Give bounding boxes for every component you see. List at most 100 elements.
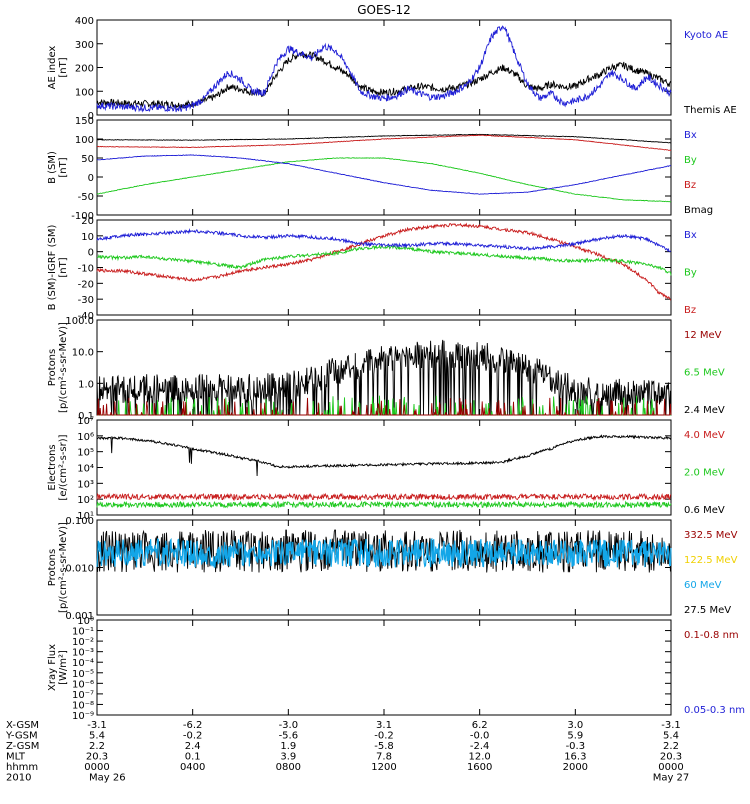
y-axis-label-line: [nT] [58, 57, 69, 77]
panel-frame [96, 219, 672, 316]
y-tick-label: 50 [81, 154, 94, 165]
y-axis-label-line: B (SM)-IGRF (SM) [47, 225, 58, 311]
x-row-value: -3.1 [661, 720, 681, 731]
x-row-value: 2.2 [89, 741, 105, 752]
series-line-bz [96, 222, 671, 301]
panel-frame [96, 619, 672, 716]
legend-entry: 4.0 MeV [684, 430, 725, 441]
series-line-themis-ae [96, 51, 672, 111]
y-axis-label-line: [W/m²] [58, 650, 69, 685]
y-tick-label: 150 [75, 116, 94, 127]
x-row-value: 0400 [180, 762, 205, 773]
panel-2: -100 -50 0 50 100 150 B (SM)[nT] Bx By Bz Bmag [47, 116, 713, 222]
y-tick-label: -30 [78, 295, 94, 306]
x-row-label: hhmm [6, 762, 38, 773]
x-axis-table: X-GSM -3.1 -6.2 -3.0 3.1 6.2 3.0 -3.1 Y-GSM 5.4 -0… [5, 720, 689, 784]
x-row-value: 6.2 [472, 720, 488, 731]
panel-frame [96, 119, 672, 216]
x-row-value: 1600 [467, 762, 492, 773]
y-tick-label: 0.001 [65, 611, 94, 622]
x-row-label: Z-GSM [6, 741, 39, 752]
legend-entry: Bx [684, 130, 697, 141]
y-tick-label: 0.100 [65, 516, 94, 527]
y-tick-label: 10⁻² [72, 637, 94, 648]
series-line-0-6-mev [96, 434, 672, 477]
series-line-2-0-mev [96, 500, 672, 509]
panel-6: 0.0010.0100.100Protons[p/(cm²-s-sr-MeV)]… [47, 516, 738, 622]
y-tick-label: 10⁵ [77, 448, 94, 459]
y-tick-label: 10² [77, 495, 94, 506]
y-axis-label: Electrons[e/(cm²-s-sr)] [47, 434, 69, 500]
x-row-value: -0.2 [374, 731, 394, 742]
x-row-value: 3.0 [567, 720, 583, 731]
x-row-value: -6.2 [183, 720, 203, 731]
series-line-12-mev [97, 397, 672, 416]
y-tick-label: 10 [81, 232, 94, 243]
series-line-2-4-mev [96, 339, 672, 416]
y-tick-label: 10⁻⁹ [72, 711, 94, 722]
y-axis-label-line: Xray Flux [47, 644, 58, 691]
y-tick-label: 10⁻⁶ [72, 679, 94, 690]
y-tick-label: 100 [75, 135, 94, 146]
series-line-60-mev [96, 537, 672, 569]
y-axis-label-line: Protons [47, 349, 58, 386]
y-axis-label-line: AE index [47, 46, 58, 90]
x-row-value: -0.3 [566, 741, 586, 752]
legend-entry: 2.4 MeV [684, 405, 725, 416]
legend-entry: 332.5 MeV [684, 530, 738, 541]
legend-entry: 6.5 MeV [684, 368, 725, 379]
y-axis-label-line: B (SM) [47, 151, 58, 184]
x-row-value: 20.3 [86, 752, 108, 763]
series-line-bx [96, 154, 672, 195]
legend-entry: Bmag [684, 205, 713, 216]
y-tick-label: -100 [71, 211, 94, 222]
y-axis-label: B (SM)-IGRF (SM)[nT] [47, 225, 69, 311]
x-row-value: -3.0 [279, 720, 299, 731]
legend-entry: By [684, 268, 697, 279]
panel-frame [96, 19, 672, 116]
legend-entry: Bz [684, 180, 696, 191]
y-tick-label: 300 [75, 40, 94, 51]
x-row-value: -5.6 [279, 731, 299, 742]
x-row-value: 2000 [563, 762, 588, 773]
y-tick-label: 10⁻³ [72, 648, 94, 659]
y-tick-label: -10 [78, 264, 94, 275]
legend-entry: 60 MeV [684, 580, 722, 591]
x-row-value: 5.4 [89, 731, 105, 742]
y-tick-label: 10.0 [72, 348, 94, 359]
y-axis-label-line: Electrons [47, 444, 58, 490]
y-axis-label-line: [p/(cm²-s-sr-MeV)] [58, 322, 69, 413]
legend-entry: Bz [684, 305, 696, 316]
y-axis-label-line: Protons [47, 549, 58, 586]
x-row-value: 0800 [276, 762, 301, 773]
x-row-value: -0.2 [183, 731, 203, 742]
panel-3: -40 -30 -20 -10 0 10 20 B (SM)-IGRF (SM)[nT] Bx B… [47, 216, 697, 322]
y-tick-label: 0.010 [65, 564, 94, 575]
x-row-value: 0000 [84, 762, 109, 773]
y-tick-label: 10⁻⁷ [72, 690, 94, 701]
y-tick-label: 400 [75, 16, 94, 27]
x-row-value: -0.0 [470, 731, 490, 742]
x-row-value: 1200 [371, 762, 396, 773]
y-axis-label: Xray Flux[W/m²] [47, 644, 69, 691]
y-tick-label: 1.0 [78, 379, 94, 390]
legend-entry: Themis AE [683, 105, 737, 116]
y-tick-label: 10⁴ [77, 464, 94, 475]
y-tick-label: 10⁻¹ [72, 627, 94, 638]
panel-frame [96, 419, 672, 516]
x-row-value: -2.4 [470, 741, 490, 752]
series-line-by [96, 157, 672, 203]
x-row-value: 1.9 [280, 741, 296, 752]
legend-entry: 27.5 MeV [684, 605, 731, 616]
x-row-label: X-GSM [6, 720, 39, 731]
x-row-label: Y-GSM [5, 731, 38, 742]
series-line-by [96, 244, 672, 276]
y-tick-label: 10⁻⁴ [72, 658, 94, 669]
y-tick-label: -40 [78, 311, 94, 322]
x-row-value: -3.1 [87, 720, 107, 731]
y-tick-label: 0.1 [78, 411, 94, 422]
legend-entry: 0.6 MeV [684, 505, 725, 516]
y-tick-label: 10⁰ [77, 616, 94, 627]
